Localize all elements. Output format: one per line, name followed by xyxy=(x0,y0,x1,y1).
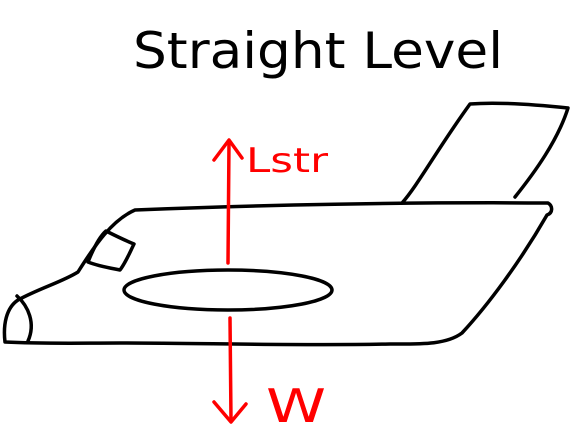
diagram-title: Straight Level xyxy=(133,22,503,80)
tail-fin xyxy=(400,101,570,205)
airplane xyxy=(2,101,570,347)
nose-cone xyxy=(15,294,33,343)
weight-label: W xyxy=(266,379,326,430)
wing xyxy=(122,268,334,312)
weight-arrowhead xyxy=(212,400,248,424)
lift-arrow-shaft xyxy=(226,140,231,265)
lift-force: Lstr xyxy=(212,138,328,265)
cockpit-window xyxy=(86,229,136,272)
weight-arrow-shaft xyxy=(228,316,233,422)
fuselage xyxy=(2,201,554,347)
weight-force: W xyxy=(212,316,326,430)
lift-arrowhead xyxy=(212,138,244,162)
lift-label: Lstr xyxy=(246,141,328,181)
